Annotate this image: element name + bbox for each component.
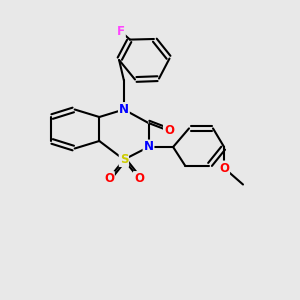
Text: S: S (120, 153, 128, 166)
Text: N: N (143, 140, 154, 154)
Text: N: N (119, 103, 129, 116)
Text: O: O (104, 172, 114, 185)
Text: O: O (219, 161, 229, 175)
Text: O: O (134, 172, 144, 185)
Text: C: C (148, 122, 149, 124)
Text: O: O (164, 124, 174, 137)
Text: F: F (117, 25, 125, 38)
